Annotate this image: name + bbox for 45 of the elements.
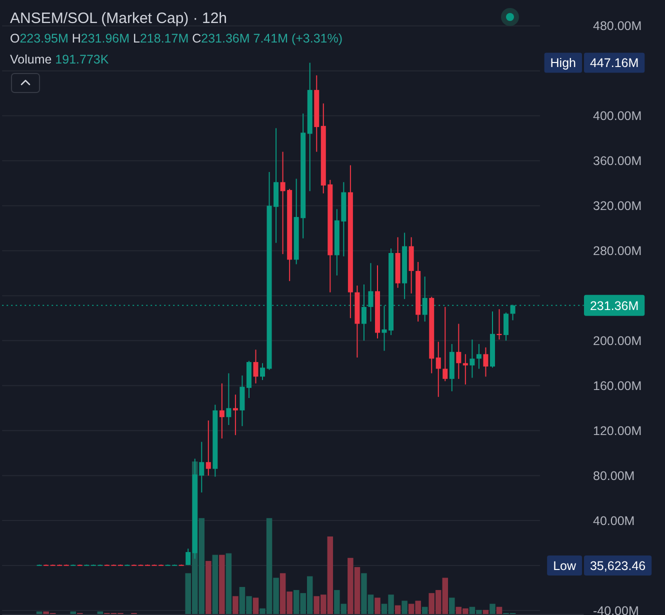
candlestick [504,312,509,342]
bar [219,554,225,614]
candlestick [186,548,191,566]
bar [212,554,218,614]
candlestick [476,344,482,370]
y-tick-label: 120.00M [593,424,642,438]
candlestick [470,339,475,378]
candlestick [462,354,468,386]
candlestick [456,323,462,380]
y-tick-label: 160.00M [593,379,642,394]
candlestick [442,306,448,382]
annotation: Volume 191.773K [10,52,110,66]
y-tick-label: 280.00M [593,244,642,258]
candlestick [483,346,488,378]
candlestick [219,382,224,439]
candlestick [260,362,266,381]
bar [374,598,380,614]
annotation: O223.95M H231.96M L218.17M C231.36M 7.41M (+3.31%) [10,31,343,46]
bar [226,553,232,614]
y-tick-label: 360.00M [593,154,642,168]
candlestick [206,420,211,476]
bar [232,596,238,614]
y-tick-label: 80.00M [593,468,635,483]
y-tick-label: 400.00M [593,109,642,124]
candlestick [436,341,441,398]
bar [490,604,496,614]
y-tick-label: 480.00M [593,19,642,34]
candlestick [240,375,245,427]
bar [449,598,455,614]
text: 447.16M [590,56,639,70]
y-tick-label: 320.00M [593,199,642,214]
y-tick-label: 200.00M [593,334,642,348]
text: 35,623.46 [590,558,646,573]
y-tick-label: -40.00M [593,604,639,615]
candlestick [226,372,232,426]
annotation: High [550,56,576,70]
ref-line-label: 231.36M [590,298,639,313]
candlestick [253,349,258,384]
text: ANSEM/SOL (Market Cap) · 12h [10,10,228,27]
y-tick-label: 40.00M [593,514,635,528]
bar [402,600,408,614]
bar [252,598,259,614]
bar [206,560,212,614]
annotation: Low [553,558,577,573]
candlestick [232,394,238,436]
